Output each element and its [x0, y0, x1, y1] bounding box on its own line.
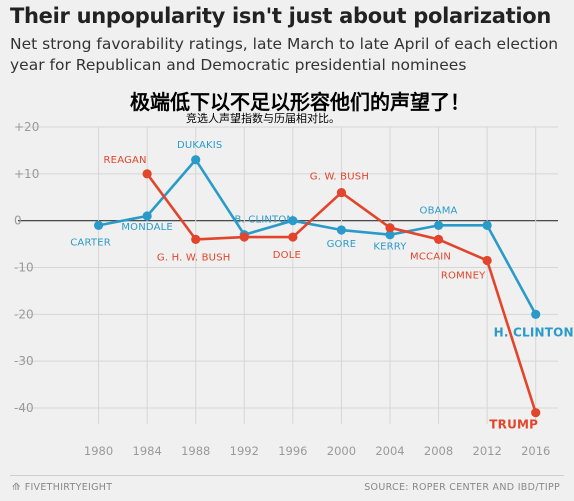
fox-icon: ⟰: [12, 482, 21, 493]
overlay-subline: 竞选人声望指数与历届相对比。: [186, 112, 340, 125]
democratic-series-line: [98, 158, 537, 315]
democratic-data-point: [531, 309, 541, 319]
republican-data-point: [336, 187, 347, 198]
footer-divider: [10, 475, 564, 476]
republican-data-point: [288, 232, 298, 242]
y-tick-label: +10: [14, 167, 39, 181]
x-tick-label: 1988: [181, 444, 210, 458]
x-tick-label: 1992: [230, 444, 259, 458]
y-tick-label: 0: [14, 214, 22, 228]
nominee-label: ROMNEY: [441, 270, 486, 281]
source-note: SOURCE: ROPER CENTER AND IBD/TIPP: [364, 482, 560, 493]
republican-data-point: [433, 234, 444, 244]
nominee-label: REAGAN: [104, 155, 147, 166]
y-tick-label: -20: [14, 307, 34, 321]
nominee-label: OBAMA: [420, 205, 458, 216]
x-tick-label: 2012: [473, 444, 502, 458]
nominee-label: G. W. BUSH: [310, 172, 369, 183]
x-tick-label: 2000: [327, 444, 356, 458]
republican-data-point: [239, 232, 249, 242]
republican-data-point: [531, 408, 541, 418]
nominee-label: B. CLINTON: [234, 215, 294, 226]
x-tick-label: 2004: [375, 444, 404, 458]
democratic-data-point: [336, 225, 347, 235]
y-tick-label: -30: [14, 354, 34, 368]
nominee-label: CARTER: [70, 237, 111, 248]
x-tick-label: 2016: [521, 444, 550, 458]
y-tick-label: +20: [14, 120, 39, 134]
nominee-label: TRUMP: [489, 418, 538, 432]
democratic-data-point: [191, 155, 201, 165]
overlay-headline: 极端低下以不足以形容他们的声望了！: [130, 90, 470, 114]
nominee-label: G. H. W. BUSH: [157, 252, 231, 263]
republican-data-point: [385, 223, 395, 233]
x-tick-label: 1980: [84, 444, 113, 458]
republican-data-point: [142, 169, 152, 179]
democratic-data-point: [93, 220, 104, 230]
republican-data-point: [191, 234, 201, 244]
y-tick-label: -10: [14, 261, 34, 275]
nominee-label: DOLE: [273, 250, 301, 261]
democratic-data-point: [142, 211, 152, 221]
democratic-data-point: [433, 220, 444, 230]
democratic-data-point: [482, 220, 492, 230]
x-tick-label: 1996: [278, 444, 307, 458]
nominee-label: MCCAIN: [410, 251, 451, 262]
chart-title: Their unpopularity isn't just about pola…: [10, 4, 552, 28]
republican-data-point: [482, 255, 492, 266]
democratic-data-point: [288, 216, 298, 226]
x-tick-label: 2008: [424, 444, 453, 458]
nominee-label: GORE: [327, 239, 357, 250]
nominee-label: MONDALE: [121, 222, 173, 233]
nominee-label: DUKAKIS: [177, 140, 223, 151]
x-tick-label: 1984: [133, 444, 162, 458]
y-tick-label: -40: [14, 401, 34, 415]
nominee-label: H. CLINTON: [494, 325, 574, 339]
publisher-name: FIVETHIRTYEIGHT: [24, 482, 113, 493]
chart-subtitle: Net strong favorability ratings, late Ma…: [10, 35, 559, 74]
publisher-logo: ⟰ FIVETHIRTYEIGHT: [12, 482, 112, 493]
democratic-data-point: [385, 230, 395, 240]
nominee-label: KERRY: [373, 242, 407, 253]
